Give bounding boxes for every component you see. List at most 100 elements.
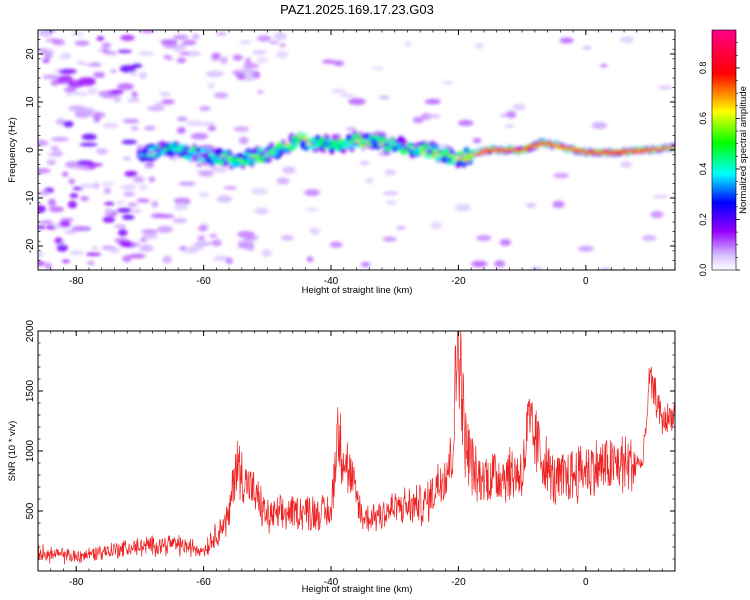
noise-blob	[279, 43, 286, 48]
noise-blob	[176, 57, 187, 64]
noise-blob	[196, 163, 203, 167]
ridge-blob	[523, 148, 531, 151]
noise-blob	[161, 99, 175, 105]
ridge-blob	[334, 147, 341, 150]
noise-blob	[207, 125, 216, 132]
ridge-blob	[409, 146, 416, 150]
noise-blob	[45, 38, 63, 42]
noise-blob	[96, 36, 105, 41]
ridge-blob	[211, 157, 218, 161]
noise-blob	[212, 167, 229, 173]
noise-blob	[40, 32, 53, 38]
ridge-blob	[658, 148, 665, 151]
ridge-blob	[153, 145, 161, 149]
noise-blob	[103, 201, 115, 206]
ridge-blob	[629, 150, 637, 153]
noise-blob	[581, 46, 593, 50]
ridge-blob	[274, 145, 281, 148]
snr-ytick-label: 500	[25, 502, 36, 519]
ridge-blob	[429, 154, 436, 158]
ridge-blob	[242, 161, 250, 166]
noise-blob	[87, 87, 98, 95]
noise-blob	[339, 93, 356, 98]
noise-blob	[131, 126, 139, 131]
ridge-blob	[586, 152, 594, 155]
ridge-blob	[254, 153, 261, 157]
noise-blob	[430, 222, 443, 230]
noise-blob	[143, 125, 156, 131]
ridge-blob	[377, 143, 384, 146]
noise-blob	[38, 225, 46, 230]
noise-blob	[80, 183, 94, 188]
noise-blob	[74, 40, 90, 46]
snr-xtick-label: 0	[583, 577, 589, 588]
noise-blob	[599, 267, 612, 270]
noise-blob	[212, 255, 230, 262]
ridge-blob	[265, 152, 273, 155]
noise-blob	[476, 234, 492, 242]
noise-blob	[69, 193, 79, 199]
noise-blob	[329, 241, 343, 249]
noise-blob	[73, 91, 88, 97]
ridge-blob	[466, 149, 473, 153]
ridge-blob	[431, 150, 439, 154]
ridge-blob	[437, 153, 445, 157]
spectrogram-xlabel: Height of straight line (km)	[302, 285, 413, 296]
noise-blob	[345, 127, 357, 131]
noise-blob	[176, 116, 188, 122]
ridge-blob	[323, 145, 330, 149]
ridge-blob	[216, 159, 224, 163]
ridge-blob	[148, 147, 155, 151]
ridge-blob	[268, 149, 275, 153]
ridge-blob	[397, 147, 404, 151]
noise-blob	[197, 235, 206, 241]
noise-blob	[454, 203, 471, 212]
ridge-blob	[343, 140, 350, 143]
ridge-blob	[259, 157, 267, 161]
ridge-blob	[386, 140, 393, 144]
spectrogram-ytick-label: -20	[25, 238, 36, 253]
noise-blob	[93, 71, 106, 79]
colorbar-gradient	[711, 29, 737, 271]
ridge-blob	[394, 144, 402, 147]
noise-blob	[85, 252, 102, 256]
noise-blob	[282, 166, 296, 175]
noise-blob	[211, 239, 222, 247]
ridge-blob	[426, 146, 433, 150]
noise-blob	[151, 200, 159, 208]
ridge-blob	[185, 155, 192, 159]
spectrogram-ytick-label: 0	[25, 147, 36, 153]
ridge-blob	[669, 146, 675, 149]
noise-blob	[261, 249, 272, 258]
noise-blob	[442, 80, 454, 85]
ridge-blob	[603, 150, 611, 153]
noise-blob	[213, 92, 229, 99]
noise-blob	[192, 33, 200, 40]
noise-blob	[56, 244, 69, 252]
noise-blob	[198, 192, 210, 197]
noise-blob	[133, 176, 145, 183]
noise-blob	[424, 114, 441, 119]
ridge-blob	[345, 144, 353, 148]
noise-blob	[60, 218, 74, 222]
noise-blob	[92, 181, 100, 190]
noise-blob	[47, 198, 57, 207]
noise-blob	[68, 178, 76, 185]
noise-blob	[91, 246, 99, 251]
ridge-blob	[443, 152, 450, 155]
noise-blob	[72, 166, 91, 170]
noise-blob	[256, 35, 272, 42]
noise-blob	[223, 186, 237, 190]
noise-blob	[102, 94, 121, 98]
ridge-blob	[354, 133, 361, 139]
noise-blob	[236, 72, 246, 80]
snr-xtick-label: -60	[196, 577, 211, 588]
noise-blob	[64, 229, 78, 234]
noise-blob	[512, 103, 526, 111]
ridge-blob	[242, 152, 250, 156]
noise-blob	[187, 245, 204, 251]
snr-panel: -80 -60 -40 -20 0 500 1000 1500 2000 Height of s…	[7, 319, 676, 595]
ridge-blob	[225, 156, 232, 160]
noise-blob	[110, 89, 124, 95]
noise-blob	[72, 186, 84, 191]
